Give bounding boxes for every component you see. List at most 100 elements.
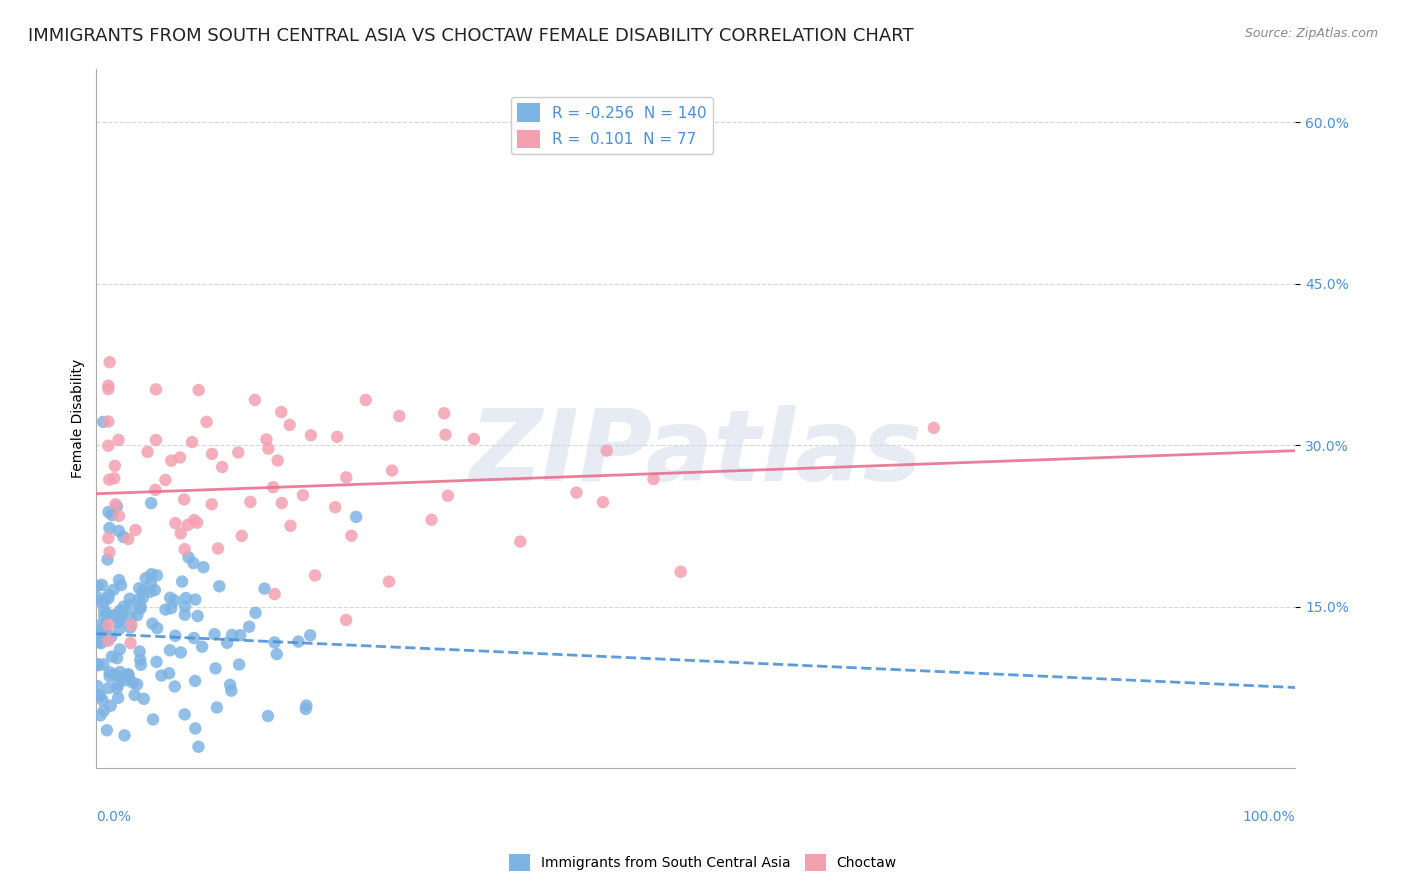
- Point: [174, 591, 197, 605]
- Point: [86, 657, 108, 672]
- Point: [108, 573, 131, 587]
- Point: [118, 591, 141, 606]
- Point: [118, 668, 141, 682]
- Point: [107, 524, 129, 538]
- Point: [98, 473, 121, 487]
- Point: [112, 599, 135, 614]
- Point: [112, 530, 135, 544]
- Text: 100.0%: 100.0%: [1243, 810, 1295, 824]
- Point: [193, 560, 215, 574]
- Point: [159, 643, 181, 657]
- Point: [378, 574, 401, 589]
- Point: [129, 601, 152, 615]
- Point: [145, 383, 167, 397]
- Point: [150, 668, 173, 682]
- Point: [108, 622, 131, 636]
- Point: [115, 673, 138, 688]
- Point: [108, 642, 131, 657]
- Point: [107, 615, 129, 629]
- Point: [103, 471, 125, 485]
- Point: [335, 470, 357, 484]
- Point: [381, 464, 404, 478]
- Point: [107, 690, 129, 705]
- Point: [97, 588, 120, 602]
- Point: [91, 415, 114, 429]
- Point: [97, 378, 120, 392]
- Point: [157, 666, 180, 681]
- Point: [105, 681, 128, 696]
- Point: [127, 608, 149, 623]
- Point: [89, 689, 111, 703]
- Point: [186, 516, 208, 530]
- Point: [173, 707, 195, 722]
- Point: [139, 577, 162, 591]
- Point: [96, 633, 118, 648]
- Point: [278, 417, 301, 432]
- Point: [205, 700, 228, 714]
- Point: [141, 567, 163, 582]
- Point: [160, 453, 183, 467]
- Point: [266, 647, 288, 661]
- Point: [143, 583, 166, 598]
- Point: [132, 691, 155, 706]
- Point: [96, 607, 118, 621]
- Point: [90, 578, 112, 592]
- Point: [204, 627, 226, 641]
- Point: [463, 432, 485, 446]
- Point: [191, 640, 214, 654]
- Point: [304, 568, 326, 582]
- Point: [128, 644, 150, 658]
- Point: [86, 579, 108, 593]
- Point: [159, 591, 181, 605]
- Point: [105, 609, 128, 624]
- Point: [263, 635, 285, 649]
- Point: [174, 599, 197, 614]
- Point: [257, 442, 280, 456]
- Point: [195, 415, 218, 429]
- Point: [231, 529, 253, 543]
- Point: [128, 581, 150, 595]
- Point: [97, 505, 120, 519]
- Point: [184, 722, 207, 736]
- Point: [165, 516, 187, 530]
- Point: [291, 488, 314, 502]
- Point: [239, 495, 262, 509]
- Point: [323, 500, 346, 515]
- Point: [173, 607, 195, 622]
- Point: [111, 671, 134, 685]
- Point: [124, 688, 146, 702]
- Point: [266, 453, 288, 467]
- Point: [263, 587, 285, 601]
- Point: [103, 582, 125, 597]
- Point: [221, 628, 243, 642]
- Point: [98, 665, 121, 680]
- Point: [93, 608, 115, 623]
- Point: [163, 593, 186, 607]
- Point: [420, 513, 443, 527]
- Point: [121, 675, 143, 690]
- Point: [160, 601, 183, 615]
- Point: [177, 517, 200, 532]
- Legend: R = -0.256  N = 140, R =  0.101  N = 77  : R = -0.256 N = 140, R = 0.101 N = 77: [510, 97, 713, 154]
- Point: [100, 630, 122, 644]
- Point: [94, 619, 117, 633]
- Point: [128, 592, 150, 607]
- Point: [643, 472, 665, 486]
- Point: [89, 688, 111, 702]
- Point: [344, 509, 367, 524]
- Point: [270, 496, 292, 510]
- Point: [90, 617, 112, 632]
- Point: [201, 497, 224, 511]
- Point: [228, 657, 250, 672]
- Point: [132, 583, 155, 598]
- Point: [117, 532, 139, 546]
- Point: [98, 355, 121, 369]
- Point: [97, 382, 120, 396]
- Point: [229, 628, 252, 642]
- Point: [146, 621, 169, 635]
- Point: [91, 693, 114, 707]
- Text: IMMIGRANTS FROM SOUTH CENTRAL ASIA VS CHOCTAW FEMALE DISABILITY CORRELATION CHAR: IMMIGRANTS FROM SOUTH CENTRAL ASIA VS CH…: [28, 27, 914, 45]
- Point: [262, 480, 284, 494]
- Point: [100, 698, 122, 713]
- Point: [669, 565, 692, 579]
